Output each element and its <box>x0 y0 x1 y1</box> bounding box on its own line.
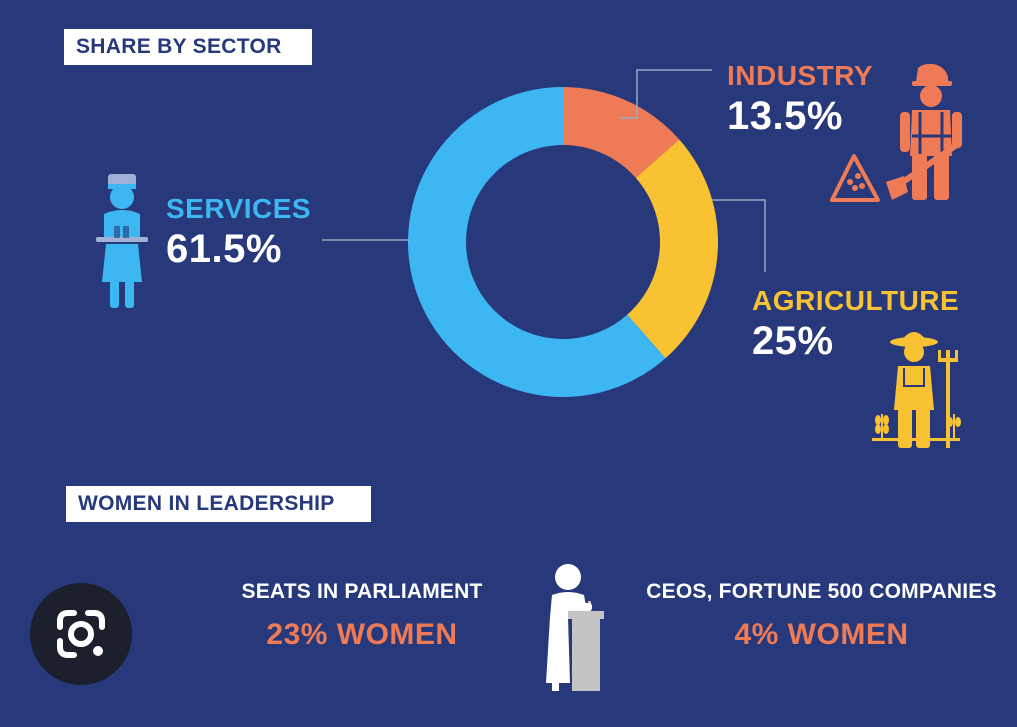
services-value: 61.5% <box>166 227 282 271</box>
donut-slice-services <box>408 87 666 397</box>
farmer-icon <box>872 332 961 448</box>
donut-slice-agriculture <box>627 139 718 359</box>
waiter-icon <box>96 174 148 308</box>
parliament-stat: SEATS IN PARLIAMENT 23% WOMEN <box>228 580 496 652</box>
woman-at-podium-icon <box>546 564 604 691</box>
construction-worker-icon <box>830 64 962 202</box>
agriculture-label: AGRICULTURE <box>752 285 960 316</box>
industry-label: INDUSTRY <box>727 60 874 91</box>
industry-label-group: INDUSTRY 13.5% <box>727 60 873 139</box>
agriculture-leader-line <box>712 199 766 272</box>
industry-value: 13.5% <box>727 94 843 138</box>
women-in-leadership-header: WOMEN IN LEADERSHIP <box>66 486 371 522</box>
ceo-stat: CEOS, FORTUNE 500 COMPANIES 4% WOMEN <box>626 580 1017 652</box>
donut-slice-industry <box>563 87 680 178</box>
services-label-group: SERVICES 61.5% <box>166 193 311 272</box>
parliament-label: SEATS IN PARLIAMENT <box>241 580 483 603</box>
google-lens-icon <box>57 610 105 658</box>
industry-leader-line <box>620 69 712 119</box>
agriculture-value: 25% <box>752 319 834 363</box>
lens-button[interactable] <box>30 583 132 685</box>
agriculture-label-group: AGRICULTURE 25% <box>752 285 959 364</box>
ceo-label: CEOS, FORTUNE 500 COMPANIES <box>646 580 997 603</box>
services-label: SERVICES <box>166 193 312 224</box>
ceo-value: 4% WOMEN <box>734 618 909 651</box>
share-by-sector-header: SHARE BY SECTOR <box>64 29 312 65</box>
parliament-value: 23% WOMEN <box>266 618 458 651</box>
